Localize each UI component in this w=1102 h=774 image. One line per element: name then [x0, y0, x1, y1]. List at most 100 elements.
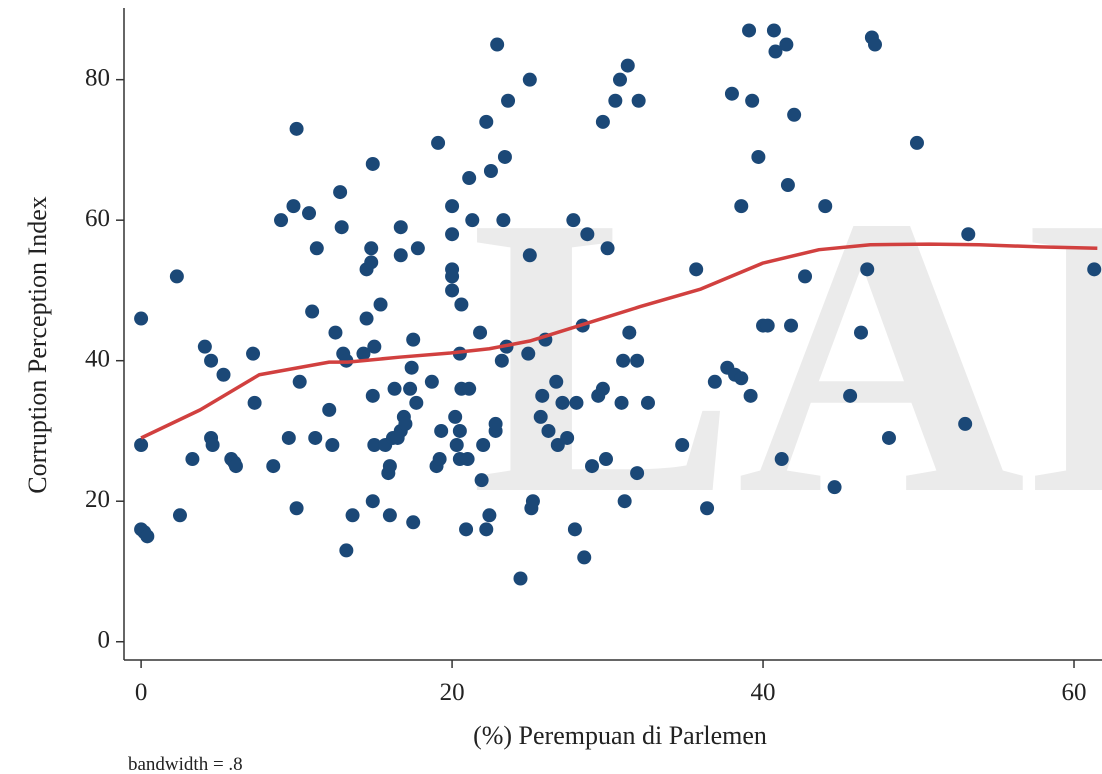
point — [281, 430, 296, 445]
point — [909, 135, 924, 150]
point — [494, 353, 509, 368]
point — [612, 72, 627, 87]
point — [745, 93, 760, 108]
point — [266, 459, 281, 474]
y-tick-label: 40 — [85, 345, 110, 372]
point — [292, 374, 307, 389]
point — [798, 269, 813, 284]
point — [742, 23, 757, 38]
point — [169, 269, 184, 284]
point — [205, 438, 220, 453]
y-tick-label: 80 — [85, 64, 110, 91]
point — [431, 135, 446, 150]
point — [608, 93, 623, 108]
point — [961, 227, 976, 242]
point — [751, 149, 766, 164]
point — [549, 374, 564, 389]
point — [566, 213, 581, 228]
point — [521, 346, 536, 361]
x-tick-label: 0 — [135, 679, 148, 706]
point — [533, 409, 548, 424]
point — [522, 248, 537, 263]
point — [640, 395, 655, 410]
point — [614, 395, 629, 410]
point — [577, 550, 592, 565]
point — [406, 515, 421, 530]
point — [339, 543, 354, 558]
y-tick-label: 0 — [98, 626, 111, 653]
point — [289, 501, 304, 516]
point — [675, 438, 690, 453]
point — [364, 241, 379, 256]
point — [488, 416, 503, 431]
y-axis-title: Corruption Perception Index — [23, 196, 52, 494]
point — [228, 459, 243, 474]
point — [403, 381, 418, 396]
point — [501, 93, 516, 108]
point — [631, 93, 646, 108]
lowess-line — [140, 242, 1098, 440]
point — [843, 388, 858, 403]
point — [445, 199, 460, 214]
point — [302, 206, 317, 221]
point — [479, 522, 494, 537]
point — [382, 508, 397, 523]
point — [734, 199, 749, 214]
point — [365, 388, 380, 403]
point — [406, 332, 421, 347]
point — [827, 480, 842, 495]
point — [274, 213, 289, 228]
point — [410, 241, 425, 256]
point — [449, 438, 464, 453]
point — [958, 416, 973, 431]
point — [522, 72, 537, 87]
point — [452, 423, 467, 438]
point — [580, 227, 595, 242]
point — [490, 37, 505, 52]
point — [595, 114, 610, 129]
point — [617, 494, 632, 509]
point — [535, 388, 550, 403]
point — [197, 339, 212, 354]
point — [334, 220, 349, 235]
point — [454, 297, 469, 312]
point — [784, 318, 799, 333]
point — [867, 37, 882, 52]
point — [367, 438, 382, 453]
point — [140, 529, 155, 544]
point — [365, 156, 380, 171]
point — [567, 522, 582, 537]
point — [448, 409, 463, 424]
point — [474, 473, 489, 488]
point — [482, 508, 497, 523]
point — [367, 339, 382, 354]
point — [246, 346, 261, 361]
point — [364, 255, 379, 270]
point — [460, 452, 475, 467]
point — [599, 452, 614, 467]
point — [404, 360, 419, 375]
watermark: LAF — [470, 134, 1102, 577]
point — [134, 311, 149, 326]
point — [766, 23, 781, 38]
x-tick-label: 20 — [440, 679, 465, 706]
point — [818, 199, 833, 214]
point — [483, 164, 498, 178]
point — [707, 374, 722, 389]
point — [365, 494, 380, 509]
point — [172, 508, 187, 523]
point — [734, 371, 749, 386]
point — [1087, 262, 1102, 277]
point — [760, 318, 775, 333]
point — [462, 381, 477, 396]
point — [600, 241, 615, 256]
point — [289, 121, 304, 136]
point — [768, 44, 783, 59]
x-tick-label: 60 — [1062, 679, 1087, 706]
point — [496, 213, 511, 228]
point — [382, 459, 397, 474]
point — [860, 262, 875, 277]
x-axis-title: (%) Perempuan di Parlemen — [473, 721, 767, 750]
point — [476, 438, 491, 453]
